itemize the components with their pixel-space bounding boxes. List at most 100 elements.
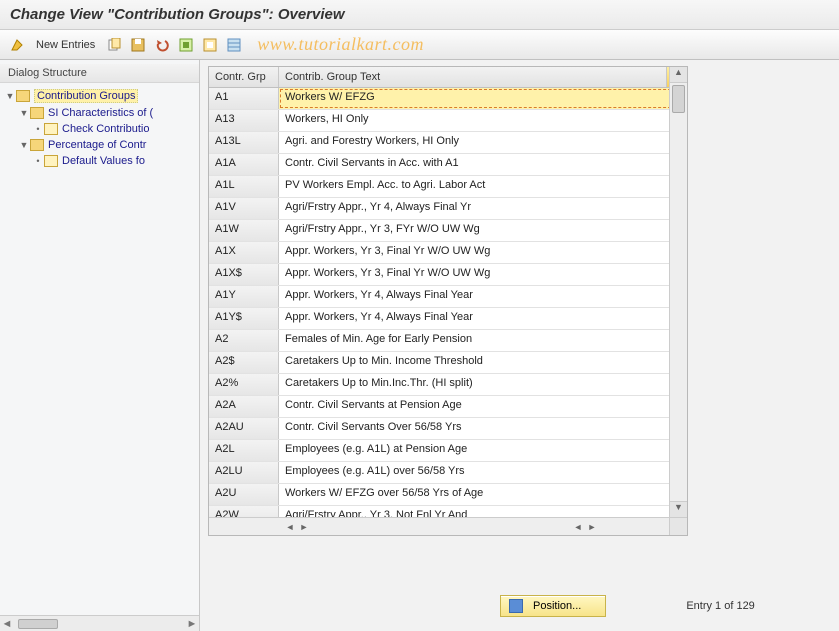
column-header-text[interactable]: Contrib. Group Text <box>279 67 667 87</box>
cell-text[interactable]: Appr. Workers, Yr 3, Final Yr W/O UW Wg <box>279 242 687 263</box>
tree-node[interactable]: ▼ SI Characteristics of ( <box>4 105 199 121</box>
scroll-left-icon[interactable]: ◄ <box>283 522 297 532</box>
left-horizontal-scrollbar[interactable]: ◄ ► <box>0 615 199 631</box>
table-row[interactable]: A2UWorkers W/ EFZG over 56/58 Yrs of Age <box>209 484 687 506</box>
cell-grp[interactable]: A1Y <box>209 286 279 307</box>
scroll-up-icon[interactable]: ▲ <box>670 67 687 83</box>
table-settings-icon[interactable] <box>225 36 243 54</box>
table-row[interactable]: A2Females of Min. Age for Early Pension <box>209 330 687 352</box>
tree-node[interactable]: ▼ Contribution Groups <box>4 87 199 105</box>
tree-label[interactable]: Default Values fo <box>62 155 145 167</box>
save-icon[interactable] <box>129 36 147 54</box>
scroll-thumb[interactable] <box>672 85 685 113</box>
cell-grp[interactable]: A2 <box>209 330 279 351</box>
cell-text[interactable]: Caretakers Up to Min.Inc.Thr. (HI split) <box>279 374 687 395</box>
scroll-right-icon[interactable]: ► <box>585 522 599 532</box>
cell-grp[interactable]: A13 <box>209 110 279 131</box>
scroll-right-icon[interactable]: ► <box>297 522 311 532</box>
scroll-down-icon[interactable]: ▼ <box>670 501 687 517</box>
cell-grp[interactable]: A2L <box>209 440 279 461</box>
expand-icon[interactable]: ▼ <box>18 140 30 150</box>
cell-text[interactable]: Contr. Civil Servants in Acc. with A1 <box>279 154 687 175</box>
table-row[interactable]: A2LEmployees (e.g. A1L) at Pension Age <box>209 440 687 462</box>
cell-grp[interactable]: A13L <box>209 132 279 153</box>
cell-text[interactable]: Employees (e.g. A1L) at Pension Age <box>279 440 687 461</box>
table-row[interactable]: A2AContr. Civil Servants at Pension Age <box>209 396 687 418</box>
deselect-all-icon[interactable] <box>201 36 219 54</box>
vertical-scrollbar[interactable]: ▲ ▼ <box>669 67 687 517</box>
cell-grp[interactable]: A1 <box>209 88 279 109</box>
cell-grp[interactable]: A2LU <box>209 462 279 483</box>
table-row[interactable]: A1X$Appr. Workers, Yr 3, Final Yr W/O UW… <box>209 264 687 286</box>
cell-text[interactable]: Agri/Frstry Appr., Yr 4, Always Final Yr <box>279 198 687 219</box>
cell-text[interactable]: Contr. Civil Servants Over 56/58 Yrs <box>279 418 687 439</box>
cell-text[interactable]: Females of Min. Age for Early Pension <box>279 330 687 351</box>
toggle-icon[interactable] <box>8 36 26 54</box>
table-row[interactable]: A1VAgri/Frstry Appr., Yr 4, Always Final… <box>209 198 687 220</box>
expand-icon[interactable]: ▼ <box>18 108 30 118</box>
cell-grp[interactable]: A2AU <box>209 418 279 439</box>
table-row[interactable]: A1Workers W/ EFZG <box>209 88 687 110</box>
table-row[interactable]: A1LPV Workers Empl. Acc. to Agri. Labor … <box>209 176 687 198</box>
cell-grp[interactable]: A1A <box>209 154 279 175</box>
cell-grp[interactable]: A1X <box>209 242 279 263</box>
cell-grp[interactable]: A1X$ <box>209 264 279 285</box>
cell-grp[interactable]: A1L <box>209 176 279 197</box>
table-row[interactable]: A1XAppr. Workers, Yr 3, Final Yr W/O UW … <box>209 242 687 264</box>
watermark-text: www.tutorialkart.com <box>257 34 424 55</box>
column-header-grp[interactable]: Contr. Grp <box>209 67 279 87</box>
tree-label[interactable]: Contribution Groups <box>34 89 138 103</box>
cell-grp[interactable]: A2U <box>209 484 279 505</box>
cell-text[interactable]: Appr. Workers, Yr 3, Final Yr W/O UW Wg <box>279 264 687 285</box>
table-row[interactable]: A2%Caretakers Up to Min.Inc.Thr. (HI spl… <box>209 374 687 396</box>
table-row[interactable]: A2$Caretakers Up to Min. Income Threshol… <box>209 352 687 374</box>
position-label: Position... <box>533 600 581 612</box>
table-row[interactable]: A1AContr. Civil Servants in Acc. with A1 <box>209 154 687 176</box>
cell-grp[interactable]: A2$ <box>209 352 279 373</box>
folder-icon <box>30 139 44 151</box>
cell-text[interactable]: Agri. and Forestry Workers, HI Only <box>279 132 687 153</box>
table-row[interactable]: A2AUContr. Civil Servants Over 56/58 Yrs <box>209 418 687 440</box>
tree-node[interactable]: ▼ Percentage of Contr <box>4 137 199 153</box>
cell-text[interactable]: Contr. Civil Servants at Pension Age <box>279 396 687 417</box>
cell-text[interactable]: Workers W/ EFZG over 56/58 Yrs of Age <box>279 484 687 505</box>
tree-node[interactable]: • Default Values fo <box>4 153 199 169</box>
tree-label[interactable]: Check Contributio <box>62 123 149 135</box>
tree-label[interactable]: Percentage of Contr <box>48 139 146 151</box>
footer: Position... Entry 1 of 129 <box>500 595 819 617</box>
scroll-left-icon[interactable]: ◄ <box>571 522 585 532</box>
scroll-right-icon[interactable]: ► <box>185 618 199 630</box>
cell-text[interactable]: Employees (e.g. A1L) over 56/58 Yrs <box>279 462 687 483</box>
tree-label[interactable]: SI Characteristics of ( <box>48 107 153 119</box>
tree-node[interactable]: • Check Contributio <box>4 121 199 137</box>
table-row[interactable]: A1YAppr. Workers, Yr 4, Always Final Yea… <box>209 286 687 308</box>
cell-grp[interactable]: A1W <box>209 220 279 241</box>
cell-text[interactable]: Appr. Workers, Yr 4, Always Final Year <box>279 286 687 307</box>
table-row[interactable]: A1Y$Appr. Workers, Yr 4, Always Final Ye… <box>209 308 687 330</box>
scroll-left-icon[interactable]: ◄ <box>0 618 14 630</box>
table-row[interactable]: A2LUEmployees (e.g. A1L) over 56/58 Yrs <box>209 462 687 484</box>
expand-icon[interactable]: ▼ <box>4 91 16 101</box>
cell-text[interactable]: Caretakers Up to Min. Income Threshold <box>279 352 687 373</box>
scroll-thumb[interactable] <box>18 619 58 629</box>
table-row[interactable]: A13Workers, HI Only <box>209 110 687 132</box>
select-all-icon[interactable] <box>177 36 195 54</box>
horizontal-scrollbar[interactable]: ◄ ► ◄ ► <box>209 517 669 535</box>
copy-icon[interactable] <box>105 36 123 54</box>
cell-grp[interactable]: A2% <box>209 374 279 395</box>
new-entries-button[interactable]: New Entries <box>32 37 99 53</box>
cell-text[interactable]: PV Workers Empl. Acc. to Agri. Labor Act <box>279 176 687 197</box>
table-body: A1Workers W/ EFZGA13Workers, HI OnlyA13L… <box>209 88 687 535</box>
cell-grp[interactable]: A1Y$ <box>209 308 279 329</box>
cell-text[interactable]: Workers W/ EFZG <box>279 88 687 109</box>
undo-icon[interactable] <box>153 36 171 54</box>
cell-text[interactable]: Agri/Frstry Appr., Yr 3, FYr W/O UW Wg <box>279 220 687 241</box>
cell-grp[interactable]: A1V <box>209 198 279 219</box>
cell-text[interactable]: Appr. Workers, Yr 4, Always Final Year <box>279 308 687 329</box>
table-row[interactable]: A13LAgri. and Forestry Workers, HI Only <box>209 132 687 154</box>
position-button[interactable]: Position... <box>500 595 606 617</box>
cell-grp[interactable]: A2A <box>209 396 279 417</box>
cell-text[interactable]: Workers, HI Only <box>279 110 687 131</box>
table-row[interactable]: A1WAgri/Frstry Appr., Yr 3, FYr W/O UW W… <box>209 220 687 242</box>
scroll-track[interactable] <box>670 83 687 501</box>
